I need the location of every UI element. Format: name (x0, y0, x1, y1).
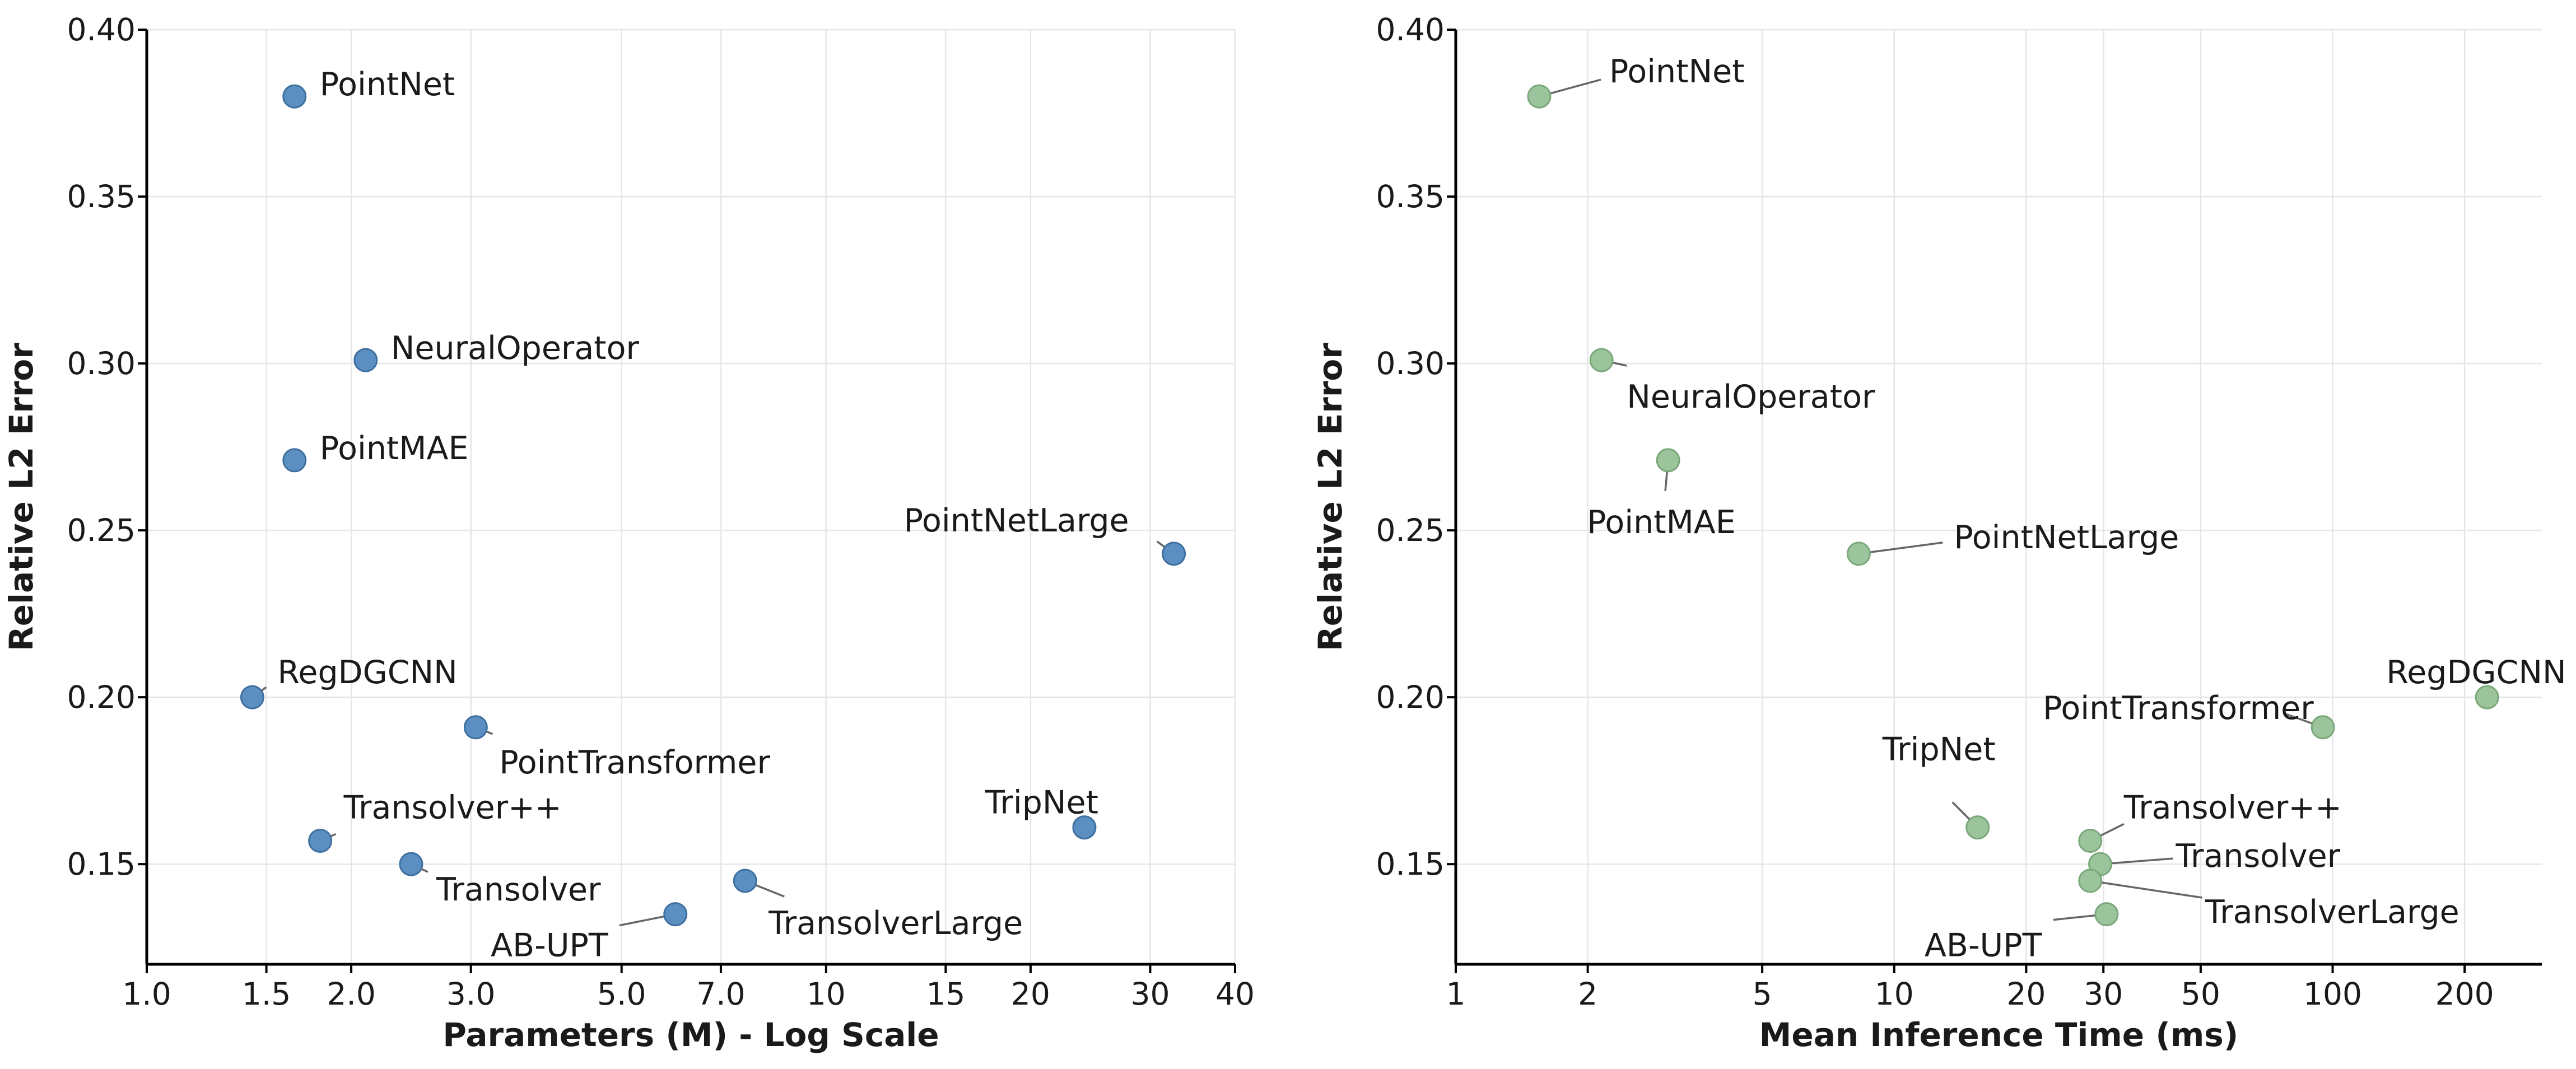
y-tick-label: 0.15 (67, 846, 136, 882)
scatter-point[interactable] (240, 685, 264, 709)
x-tick-label: 20 (1011, 976, 1050, 1012)
scatter-point[interactable] (733, 869, 757, 893)
x-tick-label: 40 (1215, 976, 1255, 1012)
x-axis-title: Mean Inference Time (ms) (1759, 1016, 2239, 1054)
scatter-point[interactable] (1656, 448, 1680, 473)
x-tick-label: 2.0 (327, 976, 375, 1012)
point-label: PointTransformer (2043, 690, 2314, 727)
y-tick-label: 0.20 (67, 679, 136, 715)
x-tick-label: 10 (807, 976, 846, 1012)
x-tick-label: 100 (2303, 976, 2362, 1012)
x-tick-label: 1 (1446, 976, 1466, 1012)
point-label: Transolver (2176, 838, 2341, 875)
scatter-point[interactable] (663, 902, 688, 927)
scatter-point[interactable] (2475, 685, 2499, 709)
left-panel-parameters-vs-error: 1.0 1.5 2.0 3.0 5.0 7.0 10 15 20 30 40 0.15 0.20 0.25… (2, 12, 1255, 1054)
x-tick-label: 5.0 (597, 976, 646, 1012)
scatter-point[interactable] (463, 715, 488, 740)
scatter-point[interactable] (1589, 348, 1614, 372)
point-label: RegDGCNN (2386, 654, 2566, 691)
y-tick-label: 0.35 (67, 179, 136, 214)
scatter-point[interactable] (2078, 869, 2103, 893)
scatter-point[interactable] (353, 348, 378, 372)
point-label: PointNetLarge (1954, 519, 2179, 556)
x-tick-label: 50 (2181, 976, 2220, 1012)
y-axis-title: Relative L2 Error (1311, 343, 1349, 651)
y-tick-label: 0.25 (67, 512, 136, 548)
x-tick-label: 30 (1130, 976, 1170, 1012)
y-axis-title: Relative L2 Error (2, 343, 40, 651)
scatter-point[interactable] (1846, 541, 1871, 566)
scatter-point[interactable] (1072, 815, 1097, 840)
annotation-leader-line (1858, 541, 1943, 555)
point-label: NeuralOperator (391, 330, 640, 367)
point-label: NeuralOperator (1627, 379, 1875, 416)
point-label: Transolver (436, 871, 601, 908)
scatter-point[interactable] (2078, 828, 2103, 853)
x-tick-label: 1.0 (122, 976, 171, 1012)
annotation-leader-line (2090, 880, 2203, 899)
point-label: Transolver++ (2123, 789, 2342, 826)
x-tick-label: 200 (2435, 976, 2494, 1012)
x-tick-label: 1.5 (242, 976, 291, 1012)
x-axis-title: Parameters (M) - Log Scale (442, 1016, 939, 1054)
x-tick-label: 10 (1875, 976, 1914, 1012)
point-label: PointNetLarge (904, 502, 1129, 539)
scatter-point[interactable] (2311, 715, 2335, 740)
point-label: TransolverLarge (2205, 894, 2459, 931)
scatter-point[interactable] (1965, 815, 1990, 840)
point-label: Transolver++ (343, 789, 562, 826)
y-tick-label: 0.40 (67, 12, 136, 48)
annotation-leader-line (2100, 857, 2173, 865)
point-label: PointTransformer (499, 744, 770, 781)
y-tick-label: 0.30 (1376, 346, 1445, 381)
point-label: PointMAE (1587, 504, 1736, 541)
y-tick-label: 0.25 (1376, 512, 1445, 548)
scatter-point[interactable] (2094, 902, 2119, 927)
scatter-point[interactable] (308, 828, 333, 853)
right-panel-inference-time-vs-error: 1 2 5 10 20 30 50 100 200 0.15 0.20 0.25 0.30 0.35 0.4… (1311, 12, 2566, 1054)
point-label: TripNet (985, 785, 1098, 821)
y-tick-label: 0.30 (67, 346, 136, 381)
point-label: AB-UPT (1925, 927, 2042, 964)
x-tick-label: 3.0 (446, 976, 495, 1012)
scatter-point[interactable] (399, 852, 423, 876)
x-tick-label: 15 (926, 976, 965, 1012)
x-tick-label: 5 (1753, 976, 1772, 1012)
scatter-point[interactable] (282, 84, 307, 109)
point-label: PointMAE (320, 430, 469, 467)
scatter-point[interactable] (1162, 541, 1186, 566)
point-label: RegDGCNN (277, 654, 457, 691)
y-tick-label: 0.40 (1376, 12, 1445, 48)
point-label: TripNet (1882, 731, 1996, 768)
point-label: PointNet (1609, 53, 1745, 90)
scatter-point[interactable] (282, 448, 307, 473)
x-tick-label: 20 (2006, 976, 2046, 1012)
y-tick-label: 0.20 (1376, 679, 1445, 715)
x-tick-label: 7.0 (696, 976, 745, 1012)
y-tick-label: 0.15 (1376, 846, 1445, 882)
x-tick-label: 2 (1578, 976, 1597, 1012)
point-label: AB-UPT (491, 927, 608, 964)
y-tick-label: 0.35 (1376, 179, 1445, 214)
point-label: PointNet (320, 66, 455, 103)
x-tick-label: 30 (2084, 976, 2123, 1012)
scatter-point[interactable] (1527, 84, 1552, 109)
point-label: TransolverLarge (768, 905, 1023, 942)
